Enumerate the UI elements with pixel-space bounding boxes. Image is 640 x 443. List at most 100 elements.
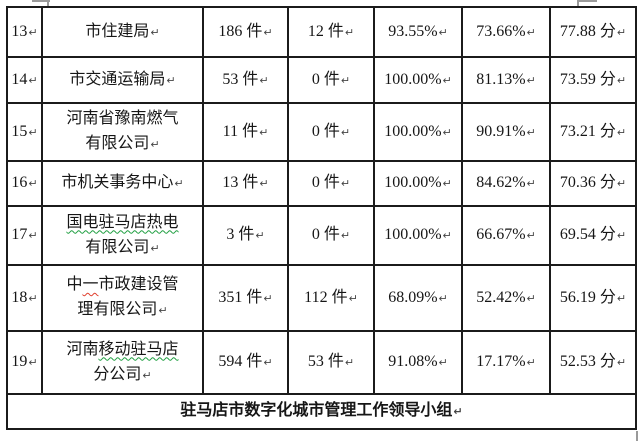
unit-name-part: 河南 — [66, 340, 99, 358]
cell-end-mark: ↵ — [259, 73, 269, 87]
cell-score[interactable]: 73.21 分↵ — [549, 102, 637, 162]
cell-end-mark: ↵ — [616, 356, 627, 370]
cell-score[interactable]: 69.54 分↵ — [549, 205, 637, 266]
cell-score[interactable]: 73.59 分↵ — [549, 56, 637, 104]
score: 52.53 分 — [559, 353, 616, 371]
cell-overdue-cases[interactable]: 112 件↵ — [287, 264, 375, 332]
cell-rate-a[interactable]: 93.55%↵ — [373, 6, 463, 58]
cell-total-cases[interactable]: 186 件↵ — [202, 6, 289, 58]
unit-name-part-spell-flagged: 一 — [82, 276, 99, 294]
cell-total-cases[interactable]: 351 件↵ — [202, 264, 289, 332]
cell-total-cases[interactable]: 11 件↵ — [202, 102, 289, 162]
rate-a: 100.00% — [384, 122, 442, 140]
score: 70.36 分 — [559, 174, 616, 192]
cell-end-mark: ↵ — [526, 73, 536, 87]
cell-unit-name[interactable]: 市机关事务中心↵ — [41, 160, 204, 207]
cell-index[interactable]: 14↵ — [6, 56, 43, 104]
total-cases: 351 件 — [218, 288, 263, 306]
unit-name-part: 市政建设管 — [98, 276, 179, 294]
cell-overdue-cases[interactable]: 0 件↵ — [287, 160, 375, 207]
unit-name-line2: 分公司 — [93, 365, 142, 383]
cell-unit-name[interactable]: 市交通运输局↵ — [41, 56, 204, 104]
cell-rate-b[interactable]: 73.66%↵ — [461, 6, 551, 58]
cell-rate-a[interactable]: 91.08%↵ — [373, 330, 463, 395]
cell-end-mark: ↵ — [348, 291, 358, 305]
prev-row-border-remnant-left-horizontal — [32, 0, 50, 2]
rate-b: 90.91% — [476, 122, 526, 140]
cell-overdue-cases[interactable]: 53 件↵ — [287, 330, 375, 395]
cell-total-cases[interactable]: 13 件↵ — [202, 160, 289, 207]
rate-a: 91.08% — [388, 353, 438, 371]
cell-end-mark: ↵ — [616, 229, 627, 243]
cell-index[interactable]: 13↵ — [6, 6, 43, 58]
cell-rate-a[interactable]: 68.09%↵ — [373, 264, 463, 332]
cell-end-mark: ↵ — [442, 229, 452, 243]
cell-end-mark: ↵ — [28, 125, 38, 139]
cell-total-cases[interactable]: 594 件↵ — [202, 330, 289, 395]
overdue-cases: 12 件 — [307, 22, 344, 40]
cell-rate-b[interactable]: 66.67%↵ — [461, 205, 551, 266]
total-cases: 13 件 — [222, 174, 259, 192]
cell-unit-name[interactable]: 国电驻马店热电 有限公司↵ — [41, 205, 204, 266]
score: 73.21 分 — [559, 122, 616, 140]
unit-name: 市住建局 — [85, 22, 150, 40]
rate-a: 100.00% — [384, 226, 442, 244]
cell-rate-a[interactable]: 100.00%↵ — [373, 205, 463, 266]
cell-end-mark: ↵ — [438, 356, 448, 370]
row-index: 13 — [11, 22, 28, 40]
cell-end-mark: ↵ — [259, 125, 269, 139]
overdue-cases: 0 件 — [311, 174, 340, 192]
unit-name-line1: 河南省豫南燃气 — [66, 110, 179, 128]
cell-total-cases[interactable]: 3 件↵ — [202, 205, 289, 266]
cell-rate-b[interactable]: 90.91%↵ — [461, 102, 551, 162]
cell-score[interactable]: 56.19 分↵ — [549, 264, 637, 332]
cell-score[interactable]: 70.36 分↵ — [549, 160, 637, 207]
rate-b: 84.62% — [476, 174, 526, 192]
cell-unit-name[interactable]: 中一市政建设管 理有限公司↵ — [41, 264, 204, 332]
cell-total-cases[interactable]: 53 件↵ — [202, 56, 289, 104]
cell-index[interactable]: 15↵ — [6, 102, 43, 162]
rate-b: 52.42% — [476, 288, 526, 306]
cell-end-mark: ↵ — [616, 291, 627, 305]
cell-overdue-cases[interactable]: 0 件↵ — [287, 102, 375, 162]
cell-unit-name[interactable]: 河南省豫南燃气 有限公司↵ — [41, 102, 204, 162]
cell-overdue-cases[interactable]: 0 件↵ — [287, 205, 375, 266]
cell-rate-b[interactable]: 84.62%↵ — [461, 160, 551, 207]
score: 73.59 分 — [559, 70, 616, 88]
unit-name-line2: 有限公司 — [85, 238, 150, 256]
cell-rate-a[interactable]: 100.00%↵ — [373, 102, 463, 162]
next-row-border-remnant-bottom-right — [636, 431, 638, 441]
rate-a: 93.55% — [388, 22, 438, 40]
cell-end-mark: ↵ — [442, 125, 452, 139]
cell-end-mark: ↵ — [340, 177, 351, 191]
prev-row-border-remnant-right-vertical — [577, 0, 579, 7]
cell-index[interactable]: 17↵ — [6, 205, 43, 266]
cell-index[interactable]: 19↵ — [6, 330, 43, 395]
row-index: 18 — [11, 288, 28, 306]
cell-overdue-cases[interactable]: 12 件↵ — [287, 6, 375, 58]
row-index: 14 — [11, 70, 28, 88]
cell-overdue-cases[interactable]: 0 件↵ — [287, 56, 375, 104]
cell-rate-b[interactable]: 81.13%↵ — [461, 56, 551, 104]
cell-rate-b[interactable]: 17.17%↵ — [461, 330, 551, 395]
cell-rate-a[interactable]: 100.00%↵ — [373, 56, 463, 104]
rate-a: 68.09% — [388, 288, 438, 306]
cell-end-mark: ↵ — [438, 25, 448, 39]
table-footer-signature[interactable]: 驻马店市数字化城市管理工作领导小组↵ — [6, 393, 637, 430]
cell-score[interactable]: 77.88 分↵ — [549, 6, 637, 58]
cell-score[interactable]: 52.53 分↵ — [549, 330, 637, 395]
cell-end-mark: ↵ — [28, 229, 38, 243]
row-index: 17 — [11, 226, 28, 244]
cell-end-mark: ↵ — [166, 73, 176, 87]
cell-end-mark: ↵ — [259, 177, 269, 191]
cell-end-mark: ↵ — [526, 291, 536, 305]
prev-row-border-remnant-right-horizontal — [577, 0, 597, 2]
cell-rate-a[interactable]: 100.00%↵ — [373, 160, 463, 207]
cell-index[interactable]: 16↵ — [6, 160, 43, 207]
cell-unit-name[interactable]: 市住建局↵ — [41, 6, 204, 58]
cell-index[interactable]: 18↵ — [6, 264, 43, 332]
score: 56.19 分 — [559, 288, 616, 306]
table-row: 13↵ 市住建局↵ 186 件↵ 12 件↵ 93.55%↵ 73.66%↵ 7… — [6, 6, 637, 58]
cell-unit-name[interactable]: 河南移动驻马店 分公司↵ — [41, 330, 204, 395]
cell-rate-b[interactable]: 52.42%↵ — [461, 264, 551, 332]
